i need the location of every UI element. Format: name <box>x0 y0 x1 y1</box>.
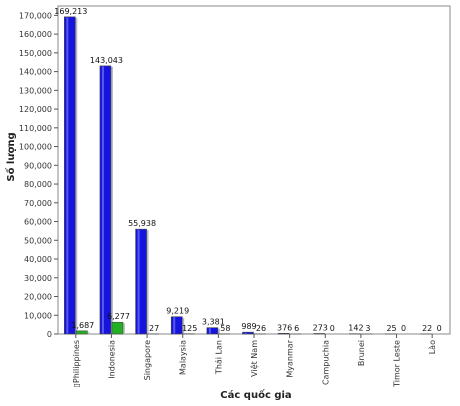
data-label-series-2: 27 <box>149 324 159 333</box>
y-tick-label: 30,000 <box>24 274 52 283</box>
data-label-series-2: 0 <box>437 324 442 333</box>
bar-series-1 <box>135 228 147 335</box>
data-label-series-1: 3,381 <box>202 318 225 327</box>
data-label-series-1: 22 <box>422 324 432 333</box>
data-label-series-1: 9,219 <box>166 307 189 316</box>
y-tick-label: 40,000 <box>24 255 52 264</box>
bar-series-1 <box>242 331 254 335</box>
x-tick-label: Myanmar <box>286 339 295 377</box>
plot-area: 0 10,000 20,000 30,000 40,000 50,000 60,000 70,… <box>19 5 451 388</box>
bar-series-1 <box>64 16 76 335</box>
y-tick-label: 150,000 <box>19 49 52 58</box>
bar-series-2 <box>111 321 124 335</box>
bar-series-1 <box>170 316 183 335</box>
bar-highlight <box>173 317 176 334</box>
data-label-series-1: 143,043 <box>90 56 123 65</box>
data-label-series-2: 58 <box>220 324 230 333</box>
plot-frame <box>57 5 451 335</box>
x-tick-label: Lào <box>428 340 437 354</box>
y-tick-label: 90,000 <box>24 161 52 170</box>
y-tick-label: 70,000 <box>24 199 52 208</box>
data-label-series-1: 376 <box>277 323 292 332</box>
x-tick-label: Campuchia <box>321 340 330 385</box>
bar-highlight <box>244 332 247 334</box>
y-tick-label: 160,000 <box>19 30 52 39</box>
bar-series-1 <box>206 327 219 335</box>
y-tick-label: 110,000 <box>19 124 52 133</box>
x-tick-label: Timor Leste <box>393 340 402 388</box>
y-tick-label: 130,000 <box>19 86 52 95</box>
data-label-series-2: 1,687 <box>71 321 94 330</box>
bar-series-1 <box>277 332 290 335</box>
data-label-series-2: 0 <box>330 324 335 333</box>
y-tick-label: 100,000 <box>19 143 52 152</box>
y-axis-title: Số lượng <box>4 132 17 181</box>
data-label-series-1: 989 <box>241 322 256 331</box>
y-tick-label: 140,000 <box>19 68 52 77</box>
data-label-series-1: 273 <box>313 323 328 332</box>
x-tick-label: Thái Lan <box>214 340 223 375</box>
data-label-series-1: 142 <box>348 324 363 333</box>
data-label-series-1: 25 <box>386 324 396 333</box>
x-tick-label: Singapore <box>143 340 152 380</box>
x-tick-label: Việt Nam <box>249 340 259 377</box>
y-tick-label: 120,000 <box>19 105 52 114</box>
y-tick-label: 20,000 <box>24 293 52 302</box>
data-label-series-2: 3 <box>365 324 370 333</box>
bar-highlight <box>101 66 104 334</box>
bar-series-1 <box>99 65 112 335</box>
bar-series-1 <box>313 333 326 335</box>
x-axis-title: Các quốc gia <box>220 388 291 401</box>
x-tick-label: Malaysia <box>179 340 188 375</box>
y-tick-label: 80,000 <box>24 180 52 189</box>
bar-highlight <box>137 229 140 334</box>
data-label-series-2: 6 <box>294 324 299 333</box>
y-tick-label: 0 <box>47 330 52 339</box>
data-label-series-2: 125 <box>182 324 197 333</box>
data-label-series-1: 55,938 <box>128 219 156 228</box>
data-label-series-2: 6,277 <box>107 312 130 321</box>
bar-highlight <box>66 17 69 334</box>
bar-series-2 <box>76 330 88 335</box>
y-tick-label: 170,000 <box>19 11 52 20</box>
data-label-series-1: 169,213 <box>54 7 87 16</box>
y-tick-label: 10,000 <box>24 311 52 320</box>
x-tick-label: ▯Philippines <box>72 340 81 388</box>
x-tick-label: Brunei <box>357 340 366 366</box>
y-tick-label: 60,000 <box>24 218 52 227</box>
y-tick-label: 50,000 <box>24 236 52 245</box>
data-label-series-2: 26 <box>256 324 266 333</box>
data-label-series-2: 0 <box>401 324 406 333</box>
bar-highlight <box>208 328 211 334</box>
x-tick-label: Indonesia <box>107 340 116 379</box>
